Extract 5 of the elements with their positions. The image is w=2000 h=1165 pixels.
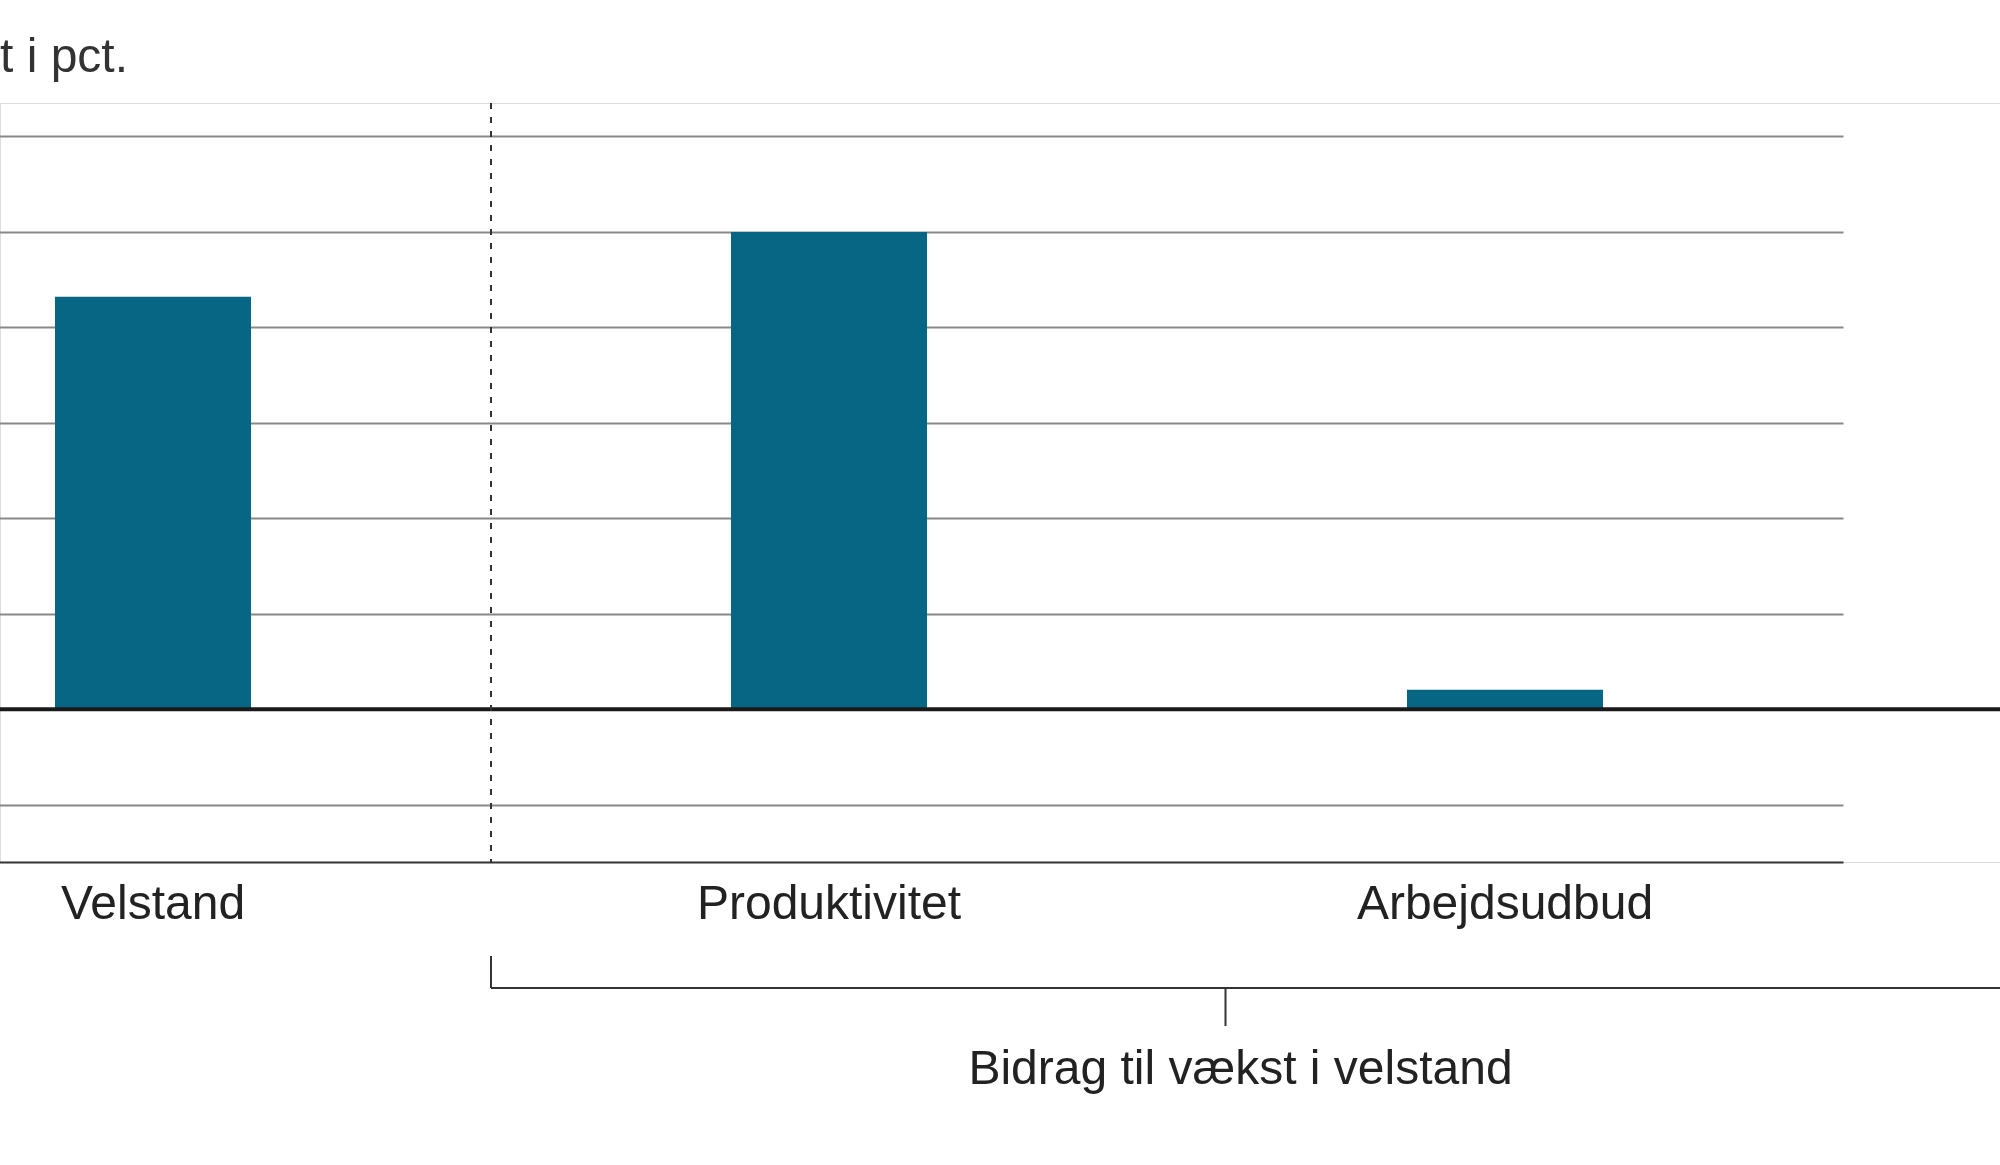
x-tick-label: Arbejdsudbud: [1356, 875, 1654, 929]
chart-title: t i pct.: [0, 29, 129, 82]
x-tick-label: Produktivitet: [696, 875, 962, 929]
text: Bidrag til vækst i velstand: [968, 1041, 1513, 1094]
x-tick-label: Velstand: [60, 875, 246, 929]
